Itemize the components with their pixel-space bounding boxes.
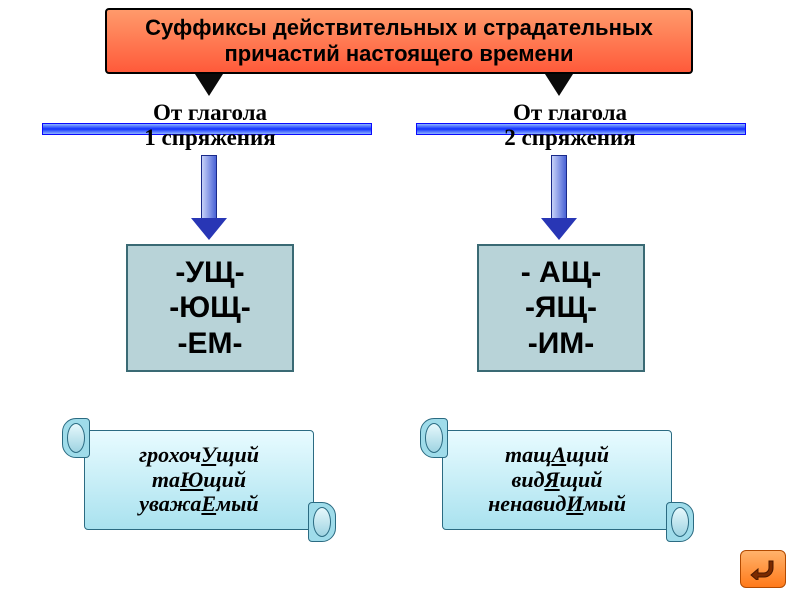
scroll-curl-icon — [666, 502, 694, 542]
branch-right-line1: От глагола — [513, 100, 627, 125]
arrow-left-stem — [201, 155, 217, 219]
branch-label-left: От глагола 1 спряжения — [100, 100, 320, 151]
ex-r-w2: видЯщий — [512, 467, 603, 492]
ex-r-w3: ненавидИмый — [488, 491, 626, 516]
ex-l-w2: таЮщий — [152, 467, 246, 492]
arrow-left-head — [191, 218, 227, 240]
title-pointer-left — [195, 74, 223, 96]
example-scroll-left: грохочУщий таЮщий уважаЕмый — [62, 420, 336, 540]
example-scroll-right: тащАщий видЯщий ненавидИмый — [420, 420, 694, 540]
branch-left-line2: 1 спряжения — [144, 125, 275, 150]
suffix-right-1: - АЩ- — [521, 256, 602, 289]
suffix-left-1: -УЩ- — [175, 256, 244, 289]
return-arrow-icon — [749, 558, 777, 580]
title-pointer-right — [545, 74, 573, 96]
scroll-curl-icon — [62, 418, 90, 458]
example-left-body: грохочУщий таЮщий уважаЕмый — [84, 430, 314, 530]
branch-left-line1: От глагола — [153, 100, 267, 125]
suffix-left-3: -ЕМ- — [178, 327, 243, 360]
ex-l-w1: грохочУщий — [139, 442, 259, 467]
scroll-curl-icon — [420, 418, 448, 458]
suffix-right-2: -ЯЩ- — [525, 291, 597, 324]
title-text: Суффиксы действительных и страдательных … — [115, 15, 683, 67]
suffix-right-3: -ИМ- — [528, 327, 595, 360]
ex-r-w1: тащАщий — [505, 442, 609, 467]
ex-l-w3: уважаЕмый — [139, 491, 258, 516]
title-box: Суффиксы действительных и страдательных … — [105, 8, 693, 74]
example-right-body: тащАщий видЯщий ненавидИмый — [442, 430, 672, 530]
suffix-left-2: -ЮЩ- — [169, 291, 251, 324]
arrow-right-stem — [551, 155, 567, 219]
branch-right-line2: 2 спряжения — [504, 125, 635, 150]
branch-label-right: От глагола 2 спряжения — [460, 100, 680, 151]
suffix-box-right: - АЩ- -ЯЩ- -ИМ- — [477, 244, 645, 372]
scroll-curl-icon — [308, 502, 336, 542]
suffix-box-left: -УЩ- -ЮЩ- -ЕМ- — [126, 244, 294, 372]
arrow-right-head — [541, 218, 577, 240]
nav-back-button[interactable] — [740, 550, 786, 588]
